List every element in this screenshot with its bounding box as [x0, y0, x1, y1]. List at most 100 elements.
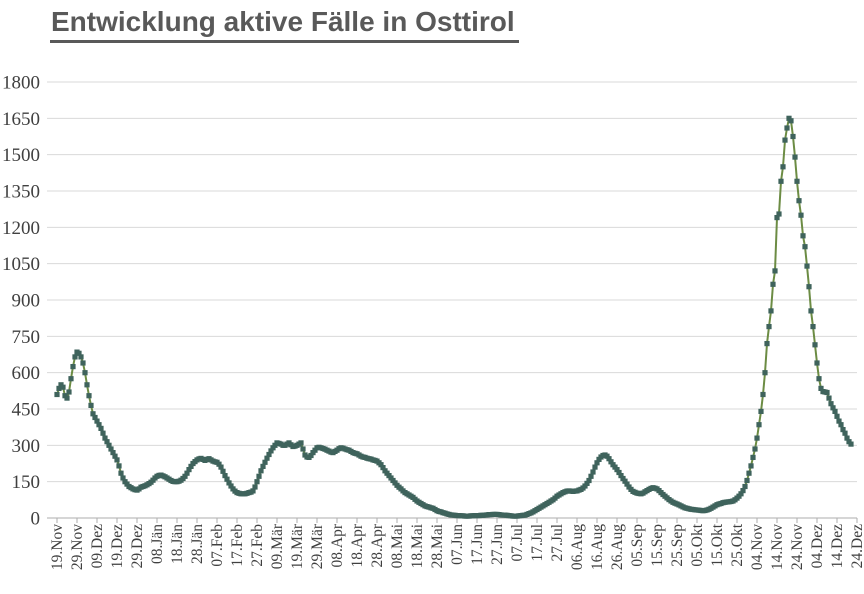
data-point-marker [112, 453, 118, 459]
data-point-marker [620, 475, 626, 482]
data-point-marker [66, 389, 72, 395]
data-point-marker [76, 350, 82, 356]
data-point-marker [782, 137, 788, 143]
data-point-marker [98, 425, 104, 431]
gridlines [47, 81, 857, 519]
data-point-marker [220, 468, 226, 474]
data-point-marker [740, 488, 746, 494]
x-tick-label: 15.Sep [649, 524, 666, 567]
data-point-marker [258, 468, 264, 474]
x-tick-label: 07.Feb [209, 524, 226, 567]
data-point-marker [378, 462, 384, 468]
x-tick-label: 28.Mai [429, 523, 446, 568]
x-tick-label: 05.Okt [689, 523, 706, 566]
data-point-marker [618, 473, 624, 479]
data-point-marker [750, 454, 756, 460]
data-point-marker [64, 395, 70, 401]
data-point-marker [108, 446, 114, 452]
data-point-marker [608, 459, 614, 465]
data-point-marker [90, 411, 96, 417]
data-point-marker [118, 470, 124, 476]
data-point-marker [844, 435, 850, 441]
x-tick-label: 19.Nov [49, 524, 66, 570]
y-tick-label: 0 [31, 509, 41, 530]
data-point-marker [78, 354, 84, 360]
x-tick-label: 08.Jän [149, 524, 166, 564]
data-point-marker [834, 413, 840, 419]
data-point-marker [588, 473, 594, 479]
data-point-marker [224, 476, 230, 482]
x-tick-label: 08.Mai [389, 523, 406, 568]
data-point-marker [308, 452, 314, 459]
x-tick-label: 09.Mär [269, 523, 286, 569]
data-point-marker [816, 376, 822, 382]
data-point-marker [832, 408, 838, 414]
x-tick-label: 04.Nov [749, 524, 766, 570]
data-point-marker [92, 414, 98, 421]
y-tick-label: 900 [12, 291, 41, 312]
data-point-marker [790, 133, 796, 140]
x-tick-label: 16.Aug [589, 524, 606, 570]
data-point-marker [788, 118, 794, 124]
data-point-marker [104, 439, 110, 445]
y-tick-label: 1050 [2, 254, 40, 275]
data-point-marker [752, 446, 758, 452]
data-point-marker [748, 463, 754, 469]
data-point-marker [100, 430, 106, 436]
x-tick-label: 18.Mai [409, 523, 426, 568]
x-tick-label: 17.Jul [529, 524, 546, 561]
x-tick-label: 29.Nov [69, 524, 86, 570]
x-tick-label: 08.Apr [329, 523, 346, 567]
y-tick-label: 450 [12, 400, 41, 421]
x-tick-label: 19.Mär [289, 523, 306, 569]
data-point-marker [614, 467, 620, 473]
y-tick-label: 150 [12, 472, 41, 493]
data-point-marker [774, 215, 780, 221]
data-point-marker [770, 281, 776, 287]
data-point-marker [798, 212, 804, 218]
data-point-marker [808, 308, 814, 314]
data-point-marker [254, 479, 260, 485]
data-point-marker [616, 469, 622, 476]
data-point-marker [264, 455, 270, 461]
data-point-marker [584, 480, 590, 486]
y-tick-label: 1650 [2, 109, 40, 130]
data-point-marker [300, 446, 306, 452]
y-tick-label: 600 [12, 363, 41, 384]
data-point-marker [226, 480, 232, 486]
data-point-marker [298, 440, 304, 446]
data-point-marker [186, 467, 192, 473]
data-point-marker [622, 478, 628, 484]
data-point-marker [840, 427, 846, 433]
data-point-marker [828, 401, 834, 407]
data-point-marker [818, 385, 824, 391]
data-point-marker [262, 459, 268, 465]
data-point-marker [116, 463, 122, 469]
data-point-marker [106, 442, 112, 448]
data-point-marker [182, 473, 188, 479]
data-series [54, 115, 854, 519]
data-point-marker [772, 268, 778, 274]
data-point-marker [606, 456, 612, 462]
data-point-marker [848, 441, 854, 447]
data-point-marker [256, 473, 262, 479]
y-tick-label: 1200 [2, 218, 40, 239]
x-tick-label: 06.Aug [569, 524, 586, 570]
data-point-marker [70, 364, 76, 370]
x-tick-label: 07.Jul [509, 524, 526, 561]
data-point-marker [836, 418, 842, 424]
data-point-marker [110, 450, 116, 456]
data-point-marker [250, 488, 256, 494]
data-point-marker [586, 477, 592, 484]
data-point-marker [766, 324, 772, 330]
y-tick-label: 300 [12, 436, 41, 457]
data-point-marker [744, 477, 750, 484]
series-line [56, 116, 852, 518]
data-point-marker [754, 435, 760, 441]
data-point-marker [804, 263, 810, 269]
x-tick-label: 25.Okt [729, 523, 746, 566]
data-point-marker [814, 360, 820, 366]
data-point-marker [824, 389, 830, 396]
data-point-marker [216, 461, 222, 467]
x-tick-label: 24.Dez [849, 524, 864, 568]
